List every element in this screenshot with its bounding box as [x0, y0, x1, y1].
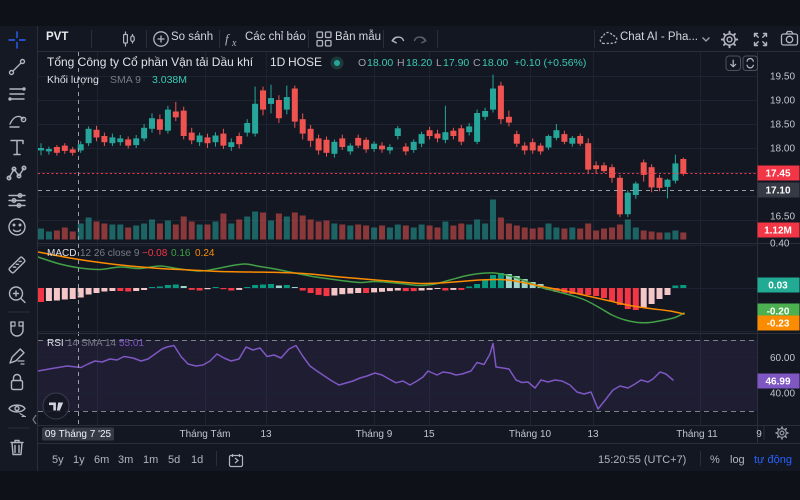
svg-text:17.90: 17.90	[443, 57, 469, 69]
svg-text:0.24: 0.24	[195, 248, 215, 259]
svg-text:Khối lượng: Khối lượng	[47, 74, 99, 86]
svg-text:f: f	[225, 31, 231, 46]
svg-text:16.50: 16.50	[770, 212, 795, 223]
svg-text:09 Tháng 7 '25: 09 Tháng 7 '25	[45, 429, 112, 440]
svg-text:L: L	[436, 57, 442, 69]
svg-text:18.50: 18.50	[770, 120, 795, 131]
svg-text:55.01: 55.01	[119, 338, 144, 349]
svg-text:15: 15	[423, 429, 435, 440]
svg-text:1.12M: 1.12M	[764, 226, 792, 237]
svg-text:0.16: 0.16	[171, 248, 191, 259]
svg-text:14: 14	[105, 338, 117, 349]
svg-text:19.50: 19.50	[770, 72, 795, 83]
svg-text:Tháng 11: Tháng 11	[676, 429, 718, 440]
svg-text:60.00: 60.00	[770, 353, 795, 364]
svg-text:17.45: 17.45	[765, 169, 790, 180]
svg-text:9: 9	[756, 429, 762, 440]
svg-text:-0.23: -0.23	[767, 319, 790, 330]
svg-text:1D: 1D	[270, 55, 286, 69]
svg-text:18.00: 18.00	[482, 57, 508, 69]
svg-text:40.00: 40.00	[770, 389, 795, 400]
svg-text:13: 13	[587, 429, 599, 440]
svg-text:RSI: RSI	[47, 338, 64, 349]
svg-text:13: 13	[260, 429, 272, 440]
svg-text:x: x	[231, 38, 237, 48]
svg-text:HOSE: HOSE	[288, 55, 322, 69]
svg-text:+0.10 (+0.56%): +0.10 (+0.56%)	[514, 57, 586, 69]
svg-text:17.10: 17.10	[765, 186, 790, 197]
svg-text:0.40: 0.40	[770, 239, 790, 250]
svg-text:Tháng 10: Tháng 10	[509, 429, 552, 440]
svg-text:C: C	[473, 57, 481, 69]
svg-text:H: H	[397, 57, 405, 69]
svg-text:18.20: 18.20	[406, 57, 432, 69]
svg-text:MACD: MACD	[47, 248, 76, 259]
svg-text:Tổng Công ty Cổ phần Vận tải D: Tổng Công ty Cổ phần Vận tải Dầu khí	[47, 55, 254, 69]
svg-text:0.03: 0.03	[768, 281, 788, 292]
svg-text:18.00: 18.00	[367, 57, 393, 69]
svg-text:SMA: SMA	[81, 338, 103, 349]
svg-text:18.00: 18.00	[770, 144, 795, 155]
svg-text:46.99: 46.99	[765, 377, 790, 388]
svg-text:-0.20: -0.20	[767, 307, 790, 318]
svg-text:−0.08: −0.08	[142, 248, 168, 259]
svg-text:19.00: 19.00	[770, 96, 795, 107]
svg-text:Tháng Tám: Tháng Tám	[180, 429, 231, 440]
svg-text:12 26 close 9: 12 26 close 9	[80, 248, 140, 259]
svg-text:14: 14	[67, 338, 79, 349]
svg-text:3.038M: 3.038M	[152, 74, 187, 86]
svg-text:SMA 9: SMA 9	[110, 74, 141, 86]
svg-text:O: O	[358, 57, 366, 69]
svg-text:Tháng 9: Tháng 9	[356, 429, 393, 440]
